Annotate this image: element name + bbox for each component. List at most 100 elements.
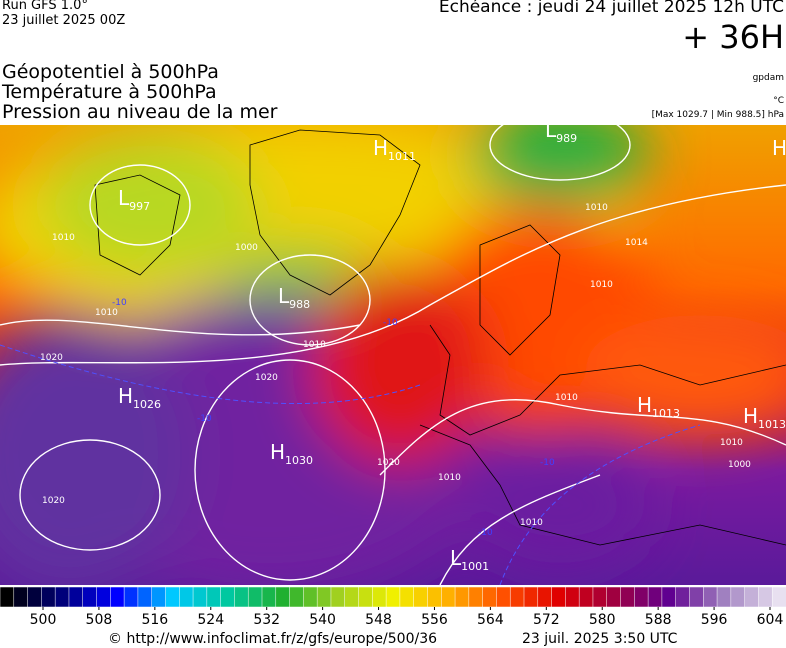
color-swatch <box>565 586 580 608</box>
tick-label: 548 <box>365 612 392 628</box>
color-swatch <box>620 586 636 608</box>
color-swatch <box>165 586 181 608</box>
generated-time: 23 juil. 2025 3:50 UTC <box>522 631 678 647</box>
color-swatch <box>427 586 443 608</box>
tick-label: 524 <box>197 612 224 628</box>
color-swatch <box>744 586 760 608</box>
isobar-label: 1020 <box>377 458 400 468</box>
color-swatch <box>179 586 194 608</box>
color-swatch <box>606 586 622 608</box>
color-swatch <box>509 586 525 608</box>
tick-label: 596 <box>701 612 728 628</box>
isobar-label: 1010 <box>520 518 543 528</box>
isobar-label: 1010 <box>585 203 608 213</box>
color-swatch <box>496 586 511 608</box>
isobar-label: 1014 <box>625 238 648 248</box>
color-swatch <box>675 586 691 608</box>
tick-label: 500 <box>30 612 57 628</box>
color-swatch <box>661 586 677 608</box>
center-value: 988 <box>289 298 310 311</box>
center-value: 1030 <box>285 454 313 467</box>
color-swatch <box>647 586 663 608</box>
color-swatch <box>261 586 277 608</box>
isobar-label: 1010 <box>95 308 118 318</box>
tick-label: 556 <box>421 612 448 628</box>
center-type: H <box>637 393 652 417</box>
valid-time: Echéance : jeudi 24 juillet 2025 12h UTC <box>438 0 784 17</box>
tick-label: 508 <box>86 612 113 628</box>
isobar-label: 1020 <box>40 353 63 363</box>
center-type: H <box>772 136 786 160</box>
color-swatch <box>592 586 608 608</box>
temperature-label: -10 <box>197 414 212 424</box>
color-swatch <box>96 586 112 608</box>
center-value: 997 <box>129 200 150 213</box>
center-type: H <box>270 440 285 464</box>
pressure-center: H1013 <box>637 393 680 420</box>
pressure-center: L988 <box>278 284 310 311</box>
color-swatch <box>468 586 484 608</box>
color-swatch <box>275 586 291 608</box>
color-swatch <box>716 586 732 608</box>
center-type: L <box>278 284 290 308</box>
coastlines <box>94 129 786 546</box>
color-swatch <box>551 586 567 608</box>
center-value: 989 <box>556 132 577 145</box>
pressure-center: H1026 <box>118 384 161 411</box>
color-swatch <box>399 586 415 608</box>
tick-label: 516 <box>141 612 168 628</box>
color-swatch <box>41 586 56 608</box>
center-type: L <box>545 125 557 142</box>
pressure-center: H1030 <box>270 440 313 467</box>
color-swatch <box>358 586 374 608</box>
isobar-label: 1010 <box>303 340 326 350</box>
color-swatch <box>537 586 553 608</box>
isobar-label: 1020 <box>255 373 278 383</box>
pressure-center: L997 <box>118 186 150 213</box>
source-url: © http://www.infoclimat.fr/z/gfs/europe/… <box>108 631 438 647</box>
color-swatch <box>344 586 360 608</box>
isobar-label: 1000 <box>728 460 751 470</box>
unit: °C <box>773 96 784 106</box>
tick-label: 604 <box>757 612 784 628</box>
pressure-center: H <box>772 136 786 160</box>
center-value: 1001 <box>461 560 489 573</box>
field-title: Géopotentiel à 500hPa <box>2 61 219 83</box>
color-swatch <box>234 586 249 608</box>
center-value: 1013 <box>758 418 786 431</box>
color-swatch <box>303 586 318 608</box>
isobar-label: 1010 <box>555 393 578 403</box>
temperature-label: -10 <box>540 458 555 468</box>
color-swatch <box>482 586 498 608</box>
center-value: 1011 <box>388 150 416 163</box>
colorbar: 500 508 516 524 532 540 548 556 564 572 580 588 596 6… <box>0 586 786 628</box>
color-swatch <box>634 586 649 608</box>
color-swatch <box>703 586 718 608</box>
color-swatch <box>0 586 15 608</box>
pressure-center: L1001 <box>450 546 489 573</box>
temperature-label: -10 <box>383 318 398 328</box>
tick-label: 532 <box>253 612 280 628</box>
color-swatch <box>758 586 773 608</box>
isobar-label: 1010 <box>52 233 75 243</box>
pressure-center: H1011 <box>373 136 416 163</box>
center-type: H <box>743 404 758 428</box>
color-swatch <box>13 586 29 608</box>
color-swatch <box>206 586 222 608</box>
color-swatch <box>316 586 332 608</box>
color-swatch <box>27 586 43 608</box>
color-swatch <box>151 586 167 608</box>
center-type: L <box>118 186 130 210</box>
color-swatch <box>523 586 539 608</box>
isobar-label: 1000 <box>235 243 258 253</box>
temperature-label: -10 <box>478 528 493 538</box>
color-swatch <box>220 586 236 608</box>
color-swatch <box>413 586 429 608</box>
color-swatch <box>192 586 208 608</box>
lead-time: + 36H <box>682 18 784 56</box>
run-date: 23 juillet 2025 00Z <box>2 13 126 28</box>
run-label: Run GFS 1.0° <box>2 0 88 13</box>
pressure-center: H1013 <box>743 404 786 431</box>
